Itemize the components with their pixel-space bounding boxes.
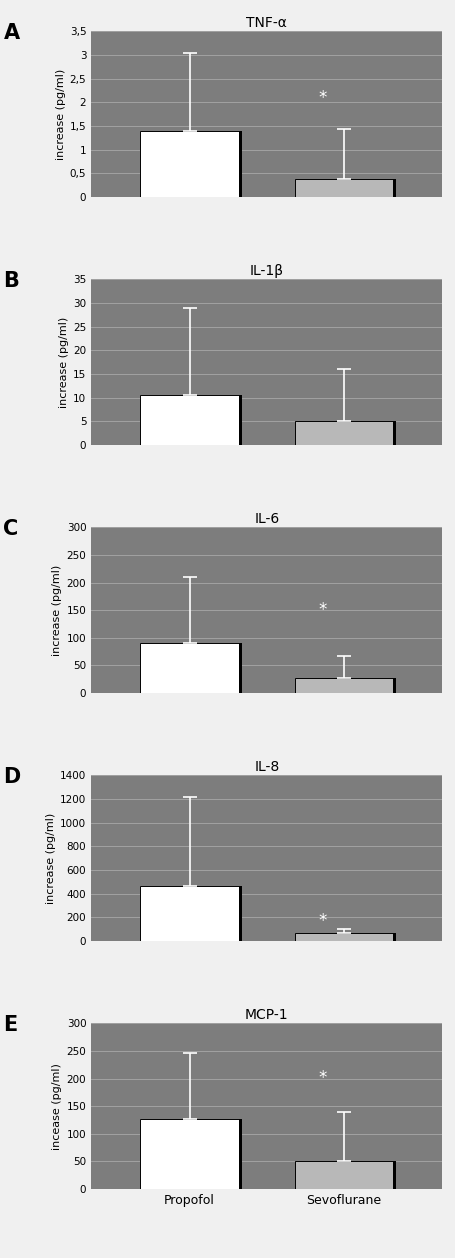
Bar — [294, 1161, 392, 1189]
Y-axis label: increase (pg/ml): increase (pg/ml) — [59, 317, 69, 408]
Title: TNF-α: TNF-α — [246, 16, 287, 30]
Bar — [294, 421, 392, 445]
Text: B: B — [4, 272, 19, 291]
Text: C: C — [4, 520, 19, 540]
Bar — [389, 932, 395, 941]
Bar — [294, 179, 392, 196]
Y-axis label: incease (pg/ml): incease (pg/ml) — [52, 1063, 62, 1150]
Bar — [294, 179, 392, 196]
Title: IL-1β: IL-1β — [249, 264, 283, 278]
Bar — [140, 643, 238, 693]
Title: IL-8: IL-8 — [253, 760, 279, 775]
Text: A: A — [4, 23, 20, 43]
Bar — [235, 395, 241, 445]
Bar — [235, 887, 241, 941]
Text: *: * — [318, 912, 326, 930]
Bar — [294, 1161, 392, 1189]
Bar — [294, 421, 392, 445]
Bar — [389, 678, 395, 693]
Bar — [140, 887, 238, 941]
Y-axis label: increase (pg/ml): increase (pg/ml) — [56, 68, 66, 160]
Text: *: * — [318, 88, 326, 107]
Text: D: D — [4, 767, 20, 788]
Bar — [235, 131, 241, 196]
Bar — [294, 678, 392, 693]
Bar — [140, 395, 238, 445]
Text: *: * — [318, 1069, 326, 1087]
Text: E: E — [4, 1015, 18, 1035]
Title: MCP-1: MCP-1 — [244, 1009, 288, 1023]
Text: *: * — [318, 601, 326, 619]
Title: IL-6: IL-6 — [253, 512, 279, 526]
Bar — [389, 179, 395, 196]
Bar — [294, 932, 392, 941]
Bar — [389, 421, 395, 445]
Bar — [140, 131, 238, 196]
Bar — [235, 643, 241, 693]
Bar — [140, 1118, 238, 1189]
Y-axis label: increase (pg/ml): increase (pg/ml) — [46, 813, 56, 903]
Bar — [140, 131, 238, 196]
Bar — [140, 395, 238, 445]
Bar — [294, 678, 392, 693]
Bar — [294, 932, 392, 941]
Bar — [140, 887, 238, 941]
Bar — [235, 1118, 241, 1189]
Bar — [389, 1161, 395, 1189]
Bar — [140, 643, 238, 693]
Y-axis label: increase (pg/ml): increase (pg/ml) — [52, 565, 62, 655]
Bar — [140, 1118, 238, 1189]
